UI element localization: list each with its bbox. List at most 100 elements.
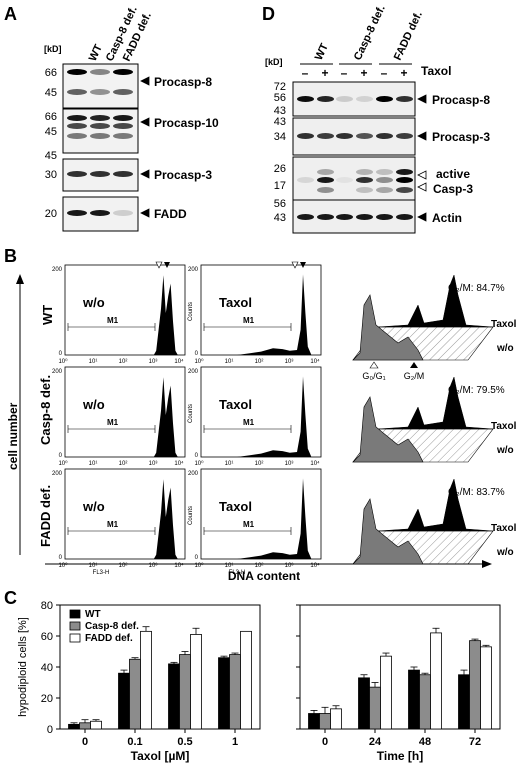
x-tick-label: 10¹ [89,461,98,467]
x-tick-label: 10⁴ [310,358,320,365]
y-axis-label: cell number [6,402,20,470]
m1-gate-label: M1 [243,520,255,529]
blot-band [356,214,373,220]
y-tick-label: 200 [52,267,63,273]
band-arrow-icon [417,212,427,222]
blot-band [336,133,353,139]
blot-band [336,169,353,175]
blot-protein-label: Procasp-3 [432,130,490,144]
taxol-lane-sign: + [360,66,367,80]
y-tick-label: 80 [41,600,53,612]
blot-band [67,171,87,177]
legend-label: FADD def. [85,633,133,644]
molecular-weight-marker: 45 [45,126,57,138]
blot-band [113,115,133,121]
taxol-lane-sign: + [400,66,407,80]
molecular-weight-marker: 43 [274,212,286,224]
bar [79,722,91,730]
taxol-histogram-trace [377,478,494,532]
blot-band [113,133,133,139]
blot-band [317,187,334,193]
blot-band [396,214,413,220]
band-arrow-icon [140,76,150,86]
bar [168,663,180,730]
y-tick-label: 200 [52,471,63,477]
x-axis-arrowhead [482,560,492,568]
counts-axis-label: Counts [188,404,194,423]
panel-d-column-label-1: Casp-8 def. [352,3,388,62]
blot-protein-label: Procasp-8 [154,75,212,89]
x-tick-label: 10³ [149,563,158,569]
histogram-trace [65,377,178,457]
y-tick-label: 200 [188,471,199,477]
blot-protein-label: FADD [154,207,187,221]
blot-band [67,89,87,95]
panel-a-blots: 66 45 Procasp-8 66 45 Procasp-10 45 30 Procasp-3… [45,63,219,232]
blot-band [356,169,373,175]
g2m-percentage: G₂/M: 83.7% [448,487,505,498]
y-tick-label: 60 [41,631,53,643]
g2m-label: G₂/M [404,371,425,381]
molecular-weight-marker: 26 [274,163,286,175]
blot-box [292,156,416,205]
histogram-trace [65,275,178,355]
blot-protein-label: Procasp-8 [432,93,490,107]
panel-c-label: C [4,588,17,608]
g2m-marker-icon [164,262,170,268]
blot-protein-label: Procasp-3 [154,168,212,182]
x-tick-label: 0 [322,736,328,748]
molecular-weight-marker: 45 [45,150,57,162]
panel-a-label: A [4,4,17,24]
taxol-lane-sign: + [321,66,328,80]
x-tick-label: 10⁴ [174,562,184,569]
blot-band [67,123,87,129]
blot-band [356,177,373,183]
bar [330,708,342,730]
bar [308,713,320,730]
bar [358,677,370,730]
panel-d-kd-label: [kD] [265,57,283,67]
condition-label-taxol: Taxol [219,295,252,310]
blot-protein-label: Procasp-10 [154,116,219,130]
y-tick-label: 200 [188,267,199,273]
blot-band [336,177,353,183]
y-axis-label: hypodiploid cells [%] [17,617,29,717]
taxol-lane-sign: – [302,66,309,80]
blot-band [67,69,87,75]
blot-band [376,214,393,220]
band-arrow-icon [140,208,150,218]
band-arrow-icon [140,117,150,127]
x-axis-label: Time [h] [377,749,423,763]
open-arrow-icon [417,170,427,180]
x-tick-label: 10⁰ [58,358,68,365]
x-tick-label: 10⁴ [174,358,184,365]
bar [458,674,470,730]
blot-band [297,169,314,175]
blot-band [90,133,110,139]
g0g1-label: G₀/G₁ [362,371,385,381]
blot-band [356,133,373,139]
legend-swatch [69,609,81,619]
legend-label: WT [85,609,101,620]
bar [68,723,80,730]
blot-band [113,69,133,75]
bar [419,674,431,730]
blot-band [336,187,353,193]
blot-band [376,187,393,193]
g2m-percentage: G₂/M: 79.5% [448,385,505,396]
g2m-percentage: G₂/M: 84.7% [448,283,505,294]
bar [408,669,420,730]
panel-b-label: B [4,246,17,266]
bar [140,630,152,730]
taxol-histogram-trace [377,274,494,328]
histogram-trace [201,376,312,457]
bar [319,713,331,730]
y-tick-label: 0 [59,453,63,459]
bar [240,630,252,730]
condition-label-taxol: Taxol [219,397,252,412]
x-tick-label: 10⁰ [194,562,204,569]
g0g1-marker-icon [291,261,299,269]
channel-label: FL3-H [93,570,110,576]
